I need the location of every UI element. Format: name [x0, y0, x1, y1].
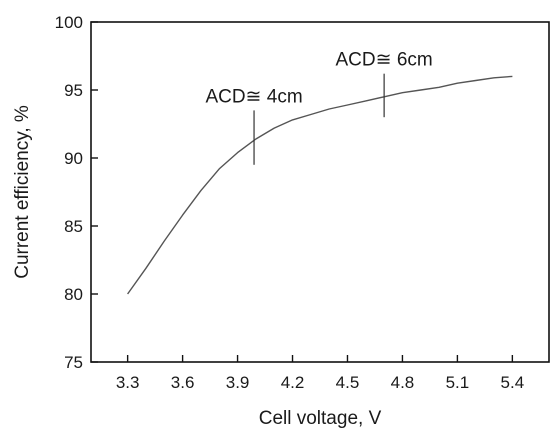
x-tick-label: 4.2	[281, 373, 305, 392]
annotation-label: ACD≅ 4cm	[205, 86, 302, 107]
x-axis-title: Cell voltage, V	[259, 408, 382, 429]
y-tick-label: 90	[64, 149, 83, 168]
y-tick-label: 85	[64, 217, 83, 236]
plot-border	[90, 21, 550, 363]
x-tick-label: 3.9	[226, 373, 250, 392]
x-axis-ticks: 3.3 3.6 3.9 4.2 4.5 4.8 5.1 5.4	[116, 355, 524, 392]
x-tick-label: 3.3	[116, 373, 140, 392]
y-tick-label: 75	[64, 353, 83, 372]
x-tick-label: 5.1	[446, 373, 470, 392]
x-tick-label: 3.6	[171, 373, 195, 392]
efficiency-curve	[127, 75, 513, 295]
plot-frame	[90, 21, 550, 363]
x-tick-label: 5.4	[501, 373, 525, 392]
y-tick-label: 95	[64, 81, 83, 100]
y-axis-title: Current efficiency, %	[12, 105, 33, 279]
y-axis-ticks: 75 80 85 90 95 100	[55, 13, 98, 372]
y-tick-label: 80	[64, 285, 83, 304]
x-tick-label: 4.8	[391, 373, 415, 392]
series-layer	[127, 75, 513, 295]
y-tick-label: 100	[55, 13, 83, 32]
x-tick-label: 4.5	[336, 373, 360, 392]
annotation-label: ACD≅ 6cm	[336, 50, 433, 71]
annotations-layer: ACD≅ 4cm ACD≅ 6cm	[205, 50, 433, 165]
